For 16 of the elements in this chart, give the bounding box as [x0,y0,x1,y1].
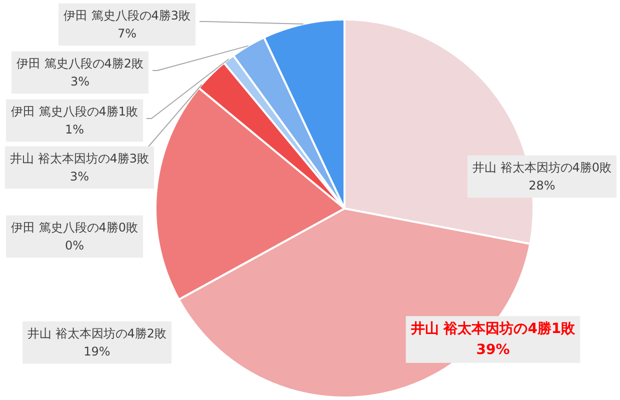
data-label: 3% [70,74,90,89]
slice-label: 伊田 篤史八段の4勝3敗 [63,8,191,22]
data-label: 19% [84,344,110,359]
slice-label: 井山 裕太本因坊の4勝2敗 [27,326,167,340]
slice-label: 伊田 篤史八段の4勝2敗 [16,56,144,70]
data-label: 7% [117,26,137,41]
slice-label: 伊田 篤史八段の4勝1敗 [10,104,138,118]
category-label: 伊田 篤史八段の4勝0敗 [10,220,138,234]
text: 0% [64,238,84,253]
data-label: 39% [476,342,510,358]
data-label: 1% [64,122,84,137]
slice-label: 井山 裕太本因坊の4勝3敗 [10,151,150,166]
data-label: 28% [528,178,556,193]
slice-label: 井山 裕太本因坊の4勝0敗 [472,160,612,174]
slice-label: 井山 裕太本因坊の4勝1敗 [410,320,576,338]
data-label: 3% [70,170,90,184]
